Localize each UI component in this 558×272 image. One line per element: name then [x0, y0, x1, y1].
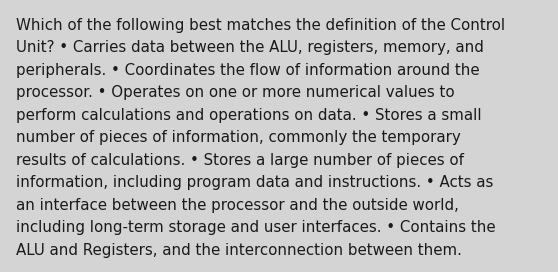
Text: results of calculations. • Stores a large number of pieces of: results of calculations. • Stores a larg… [16, 153, 464, 168]
Text: including long-term storage and user interfaces. • Contains the: including long-term storage and user int… [16, 220, 496, 235]
Text: an interface between the processor and the outside world,: an interface between the processor and t… [16, 198, 459, 213]
Text: perform calculations and operations on data. • Stores a small: perform calculations and operations on d… [16, 108, 481, 123]
Text: information, including program data and instructions. • Acts as: information, including program data and … [16, 175, 493, 190]
Text: Unit? • Carries data between the ALU, registers, memory, and: Unit? • Carries data between the ALU, re… [16, 40, 483, 55]
Text: peripherals. • Coordinates the flow of information around the: peripherals. • Coordinates the flow of i… [16, 63, 479, 78]
Text: ALU and Registers, and the interconnection between them.: ALU and Registers, and the interconnecti… [16, 243, 461, 258]
Text: number of pieces of information, commonly the temporary: number of pieces of information, commonl… [16, 130, 460, 145]
Text: processor. • Operates on one or more numerical values to: processor. • Operates on one or more num… [16, 85, 454, 100]
Text: Which of the following best matches the definition of the Control: Which of the following best matches the … [16, 18, 505, 33]
